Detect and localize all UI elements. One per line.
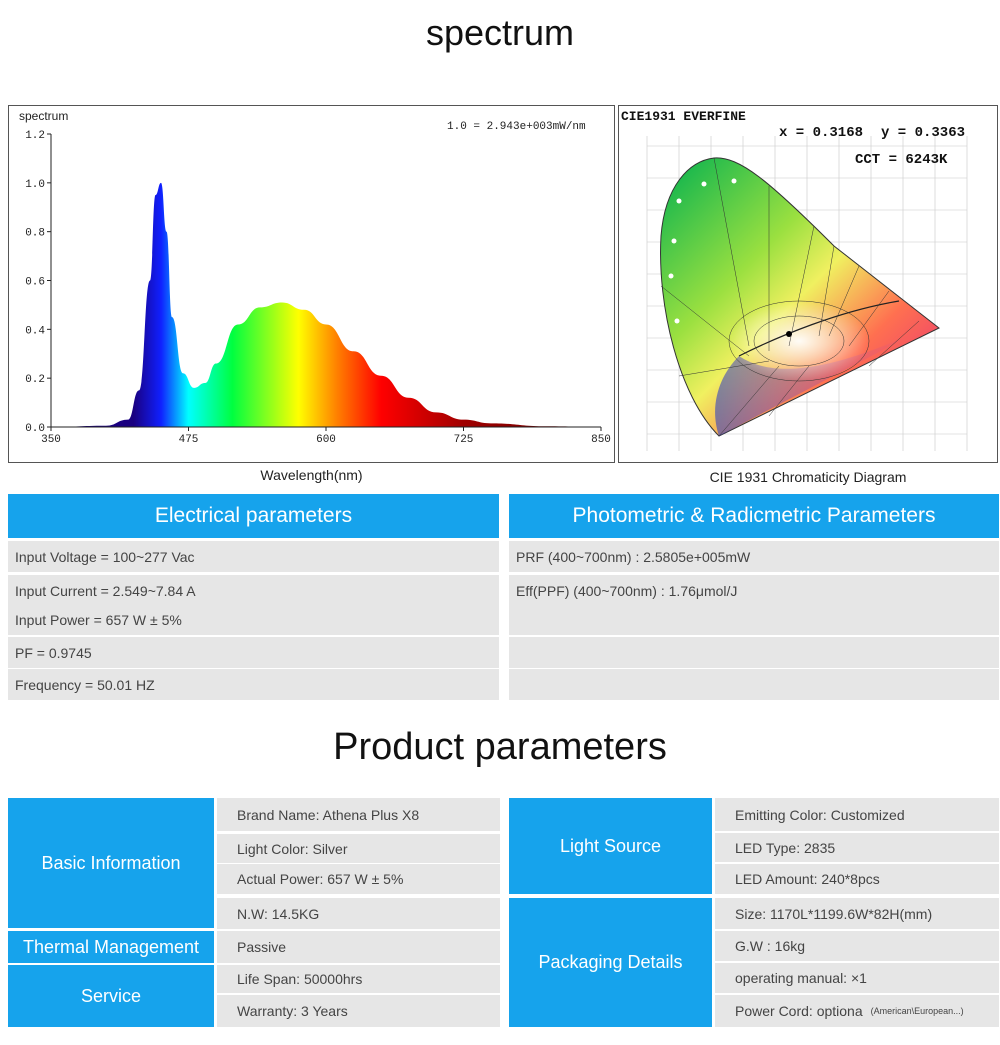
spectrum-area (51, 182, 601, 427)
service-row: Warranty: 3 Years (217, 995, 500, 1027)
y-tick-label: 0.6 (25, 277, 45, 289)
electrical-row: Input Current = 2.549~7.84 A (8, 575, 499, 606)
photometric-row (509, 637, 999, 668)
thermal-value: Passive (217, 931, 500, 963)
electrical-header: Electrical parameters (8, 494, 499, 538)
light-source-row: LED Amount: 240*8pcs (715, 864, 999, 894)
spectrum-svg: spectrum 1.0 = 2.943e+003mW/nm 0.0 0.2 0.4… (19, 109, 611, 446)
photometric-row (509, 669, 999, 700)
x-tick-label: 850 (591, 434, 611, 446)
basic-info-row: N.W: 14.5KG (217, 898, 500, 929)
x-tick-label: 350 (41, 434, 61, 446)
product-title: Product parameters (333, 726, 667, 768)
electrical-row: PF = 0.9745 (8, 637, 499, 668)
light-source-row: LED Type: 2835 (715, 833, 999, 862)
planckian-locus (738, 300, 900, 357)
y-tick-label: 0.0 (25, 423, 45, 435)
electrical-row: Frequency = 50.01 HZ (8, 669, 499, 700)
photometric-row (509, 604, 999, 635)
cie-horseshoe (660, 157, 940, 437)
chart-title: spectrum (19, 109, 68, 123)
light-source-label: Light Source (509, 798, 712, 894)
photometric-row: PRF (400~700nm) : 2.5805e+005mW (509, 541, 999, 572)
service-row: Life Span: 50000hrs (217, 965, 500, 993)
power-cord-note: (American\European...) (870, 1006, 964, 1016)
light-source-row: Emitting Color: Customized (715, 798, 999, 831)
photometric-row: Eff(PPF) (400~700nm) : 1.76μmol/J (509, 575, 999, 606)
cie-y-value: y = 0.3363 (881, 125, 966, 141)
spectrum-chart: spectrum 1.0 = 2.943e+003mW/nm 0.0 0.2 0.4… (8, 105, 615, 463)
packaging-label: Packaging Details (509, 898, 712, 1027)
cie-white-region (729, 301, 869, 381)
cie-caption: CIE 1931 Chromaticity Diagram (709, 469, 907, 485)
x-tick-label: 600 (316, 434, 336, 446)
basic-info-row: Actual Power: 657 W ± 5% (217, 864, 500, 894)
spectrum-title: spectrum (425, 12, 575, 53)
photometric-header: Photometric & Radicmetric Parameters (509, 494, 999, 538)
electrical-row: Input Power = 657 W ± 5% (8, 604, 499, 635)
y-tick-label: 1.2 (25, 130, 45, 142)
measured-point (786, 331, 792, 337)
x-tick-label: 725 (454, 434, 474, 446)
x-axis-caption: Wavelength(nm) (260, 467, 363, 483)
cie-x-value: x = 0.3168 (779, 125, 864, 141)
y-tick-label: 0.4 (25, 325, 45, 337)
y-tick-label: 1.0 (25, 179, 45, 191)
service-label: Service (8, 965, 214, 1027)
cie-cct-value: CCT = 6243K (855, 152, 948, 168)
basic-info-label: Basic Information (8, 798, 214, 928)
y-tick-label: 0.2 (25, 374, 45, 386)
scale-note: 1.0 = 2.943e+003mW/nm (447, 121, 586, 133)
cie-blue-region (715, 331, 919, 436)
packaging-row: operating manual: ×1 (715, 963, 999, 993)
basic-info-row: Brand Name: Athena Plus X8 (217, 798, 500, 831)
cie-svg (646, 136, 968, 451)
power-cord-text: Power Cord: optiona (735, 1003, 863, 1019)
cie-brand: CIE1931 EVERFINE (621, 109, 746, 124)
cie-data-points (668, 178, 737, 324)
cie-region-lines (660, 157, 920, 437)
thermal-label: Thermal Management (8, 931, 214, 963)
x-tick-label: 475 (179, 434, 199, 446)
packaging-row: G.W : 16kg (715, 931, 999, 961)
electrical-row: Input Voltage = 100~277 Vac (8, 541, 499, 572)
cie-diagram: CIE1931 EVERFINE x = 0.3168 y = 0.3363 C… (618, 105, 998, 463)
y-tick-label: 0.8 (25, 228, 45, 240)
packaging-row: Size: 1170L*1199.6W*82H(mm) (715, 898, 999, 929)
basic-info-row: Light Color: Silver (217, 834, 500, 863)
packaging-row: Power Cord: optiona (American\European..… (715, 995, 999, 1027)
